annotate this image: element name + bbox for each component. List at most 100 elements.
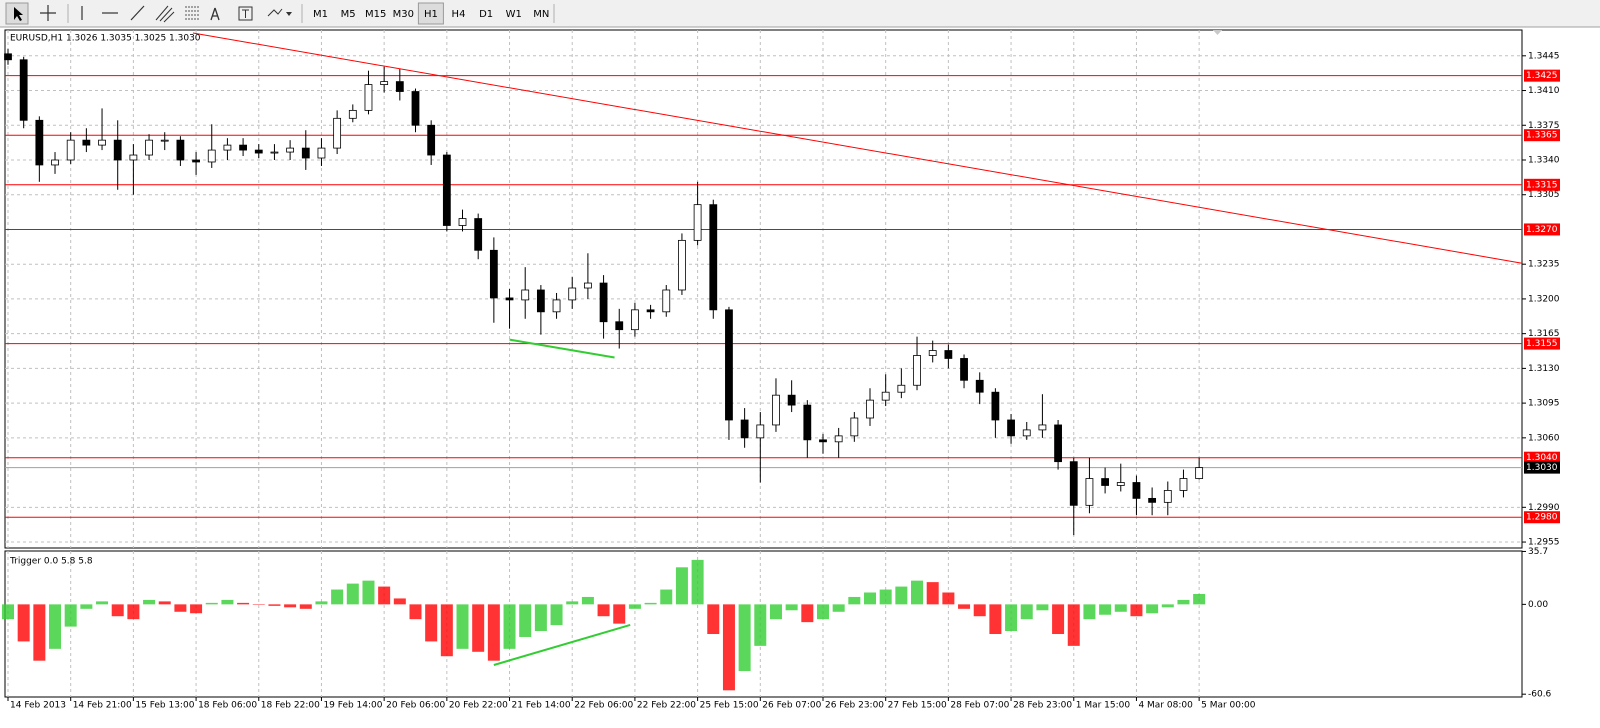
candle-body xyxy=(223,144,232,151)
level-price-tag xyxy=(1524,178,1560,191)
candle-body xyxy=(427,124,436,156)
histogram-bar xyxy=(550,604,563,626)
histogram-bar xyxy=(958,604,971,609)
histogram-bar xyxy=(331,589,344,605)
histogram-bar xyxy=(1114,604,1127,612)
candle-body xyxy=(740,419,749,439)
x-tick-label: 1 Mar 15:00 xyxy=(1076,701,1131,711)
histogram-bar xyxy=(268,604,281,606)
current-price-label: 1.3030 xyxy=(1526,463,1558,473)
current-price-tag xyxy=(1524,461,1560,474)
histogram-bar xyxy=(378,586,391,605)
toolbar xyxy=(0,0,1600,27)
histogram-bar xyxy=(1146,604,1159,614)
trendline-tool[interactable] xyxy=(130,5,145,21)
histogram-bar xyxy=(519,604,532,637)
arrows-tool[interactable] xyxy=(267,8,292,17)
histogram-bar xyxy=(252,604,265,605)
candle-body xyxy=(176,139,185,161)
timeframe-label[interactable]: W1 xyxy=(506,9,522,20)
histogram-bar xyxy=(393,598,406,605)
timeframe-button[interactable]: MN xyxy=(533,9,549,20)
candle-body xyxy=(1022,429,1031,437)
candle-body xyxy=(1195,467,1204,479)
level-price-label: 1.3365 xyxy=(1526,131,1558,141)
level-price-tag xyxy=(1524,511,1560,524)
timeframe-button[interactable]: M1 xyxy=(313,9,328,20)
y-tick-label: 35.7 xyxy=(1528,547,1548,557)
histogram-bar xyxy=(754,604,767,646)
timeframe-label[interactable]: M1 xyxy=(313,9,328,20)
histogram-bar xyxy=(534,604,547,632)
timeframe-button[interactable]: D1 xyxy=(479,9,493,20)
candle-body xyxy=(662,289,671,313)
timeframe-label[interactable]: D1 xyxy=(479,9,493,20)
text-tool[interactable] xyxy=(210,7,220,21)
histogram-bar xyxy=(895,586,908,605)
crosshair-tool[interactable] xyxy=(40,5,56,21)
candle-body xyxy=(819,439,827,443)
candle-body xyxy=(51,159,59,166)
fibo-tool[interactable] xyxy=(185,6,200,20)
candle-body xyxy=(1148,497,1157,503)
candle-body xyxy=(725,309,733,421)
candle-body xyxy=(474,218,483,251)
histogram-bar xyxy=(1020,604,1033,620)
candle-body xyxy=(678,239,686,291)
timeframe-button[interactable]: M30 xyxy=(393,9,414,20)
cursor-tool[interactable] xyxy=(5,2,29,25)
timeframe-button[interactable]: H1 xyxy=(417,2,444,25)
timeframe-label[interactable]: H1 xyxy=(424,9,438,20)
candle-body xyxy=(442,154,451,226)
x-tick-label: 26 Feb 23:00 xyxy=(825,701,884,711)
histogram-bar xyxy=(487,604,500,661)
candle-body xyxy=(1085,478,1094,506)
histogram-bar xyxy=(2,604,14,620)
histogram-bar xyxy=(1036,604,1049,611)
histogram-bar xyxy=(1161,604,1174,608)
price-panel xyxy=(4,29,1523,549)
timeframe-label[interactable]: M15 xyxy=(365,9,386,20)
timeframe-button[interactable]: W1 xyxy=(506,9,522,20)
x-tick-label: 22 Feb 06:00 xyxy=(574,701,633,711)
histogram-bar xyxy=(848,596,861,605)
indicator-title: Trigger 0.0 5.8 5.8 xyxy=(9,557,93,567)
timeframe-label[interactable]: H4 xyxy=(452,9,466,20)
candle-body xyxy=(568,287,577,301)
timeframe-label[interactable]: M5 xyxy=(341,9,356,20)
histogram-bar xyxy=(879,589,892,605)
x-tick-label: 27 Feb 15:00 xyxy=(888,701,947,711)
candle-body xyxy=(1038,424,1047,431)
histogram-bar xyxy=(628,604,641,609)
histogram-bar xyxy=(707,604,720,635)
histogram-bar xyxy=(440,604,453,657)
histogram-bar xyxy=(299,604,312,609)
histogram-bar xyxy=(346,583,359,605)
candle-body xyxy=(129,154,138,161)
candle-body xyxy=(583,282,592,289)
histogram-bar xyxy=(205,602,218,605)
timeframe-button[interactable]: M5 xyxy=(341,9,356,20)
label-tool[interactable] xyxy=(238,6,253,21)
timeframe-label[interactable]: MN xyxy=(533,9,549,20)
candle-body xyxy=(599,282,608,323)
candle-body xyxy=(1069,461,1078,506)
timeframe-button[interactable]: H4 xyxy=(452,9,466,20)
timeframe-label[interactable]: M30 xyxy=(393,9,414,20)
candle-body xyxy=(207,149,216,163)
level-price-label: 1.3155 xyxy=(1526,339,1558,349)
histogram-bar xyxy=(1177,599,1190,605)
histogram-bar xyxy=(691,559,704,605)
timeframe-button[interactable]: M15 xyxy=(365,9,386,20)
candle-body xyxy=(411,91,420,126)
y-tick-label: 1.3445 xyxy=(1528,51,1560,61)
histogram-bar xyxy=(174,604,187,612)
candle-body xyxy=(693,204,702,241)
trendline xyxy=(509,338,615,359)
candle-body xyxy=(82,139,91,146)
candle-body xyxy=(458,218,467,226)
channel-tool[interactable] xyxy=(155,5,175,23)
histogram-bar xyxy=(864,592,877,605)
x-tick-label: 4 Mar 08:00 xyxy=(1138,701,1193,711)
